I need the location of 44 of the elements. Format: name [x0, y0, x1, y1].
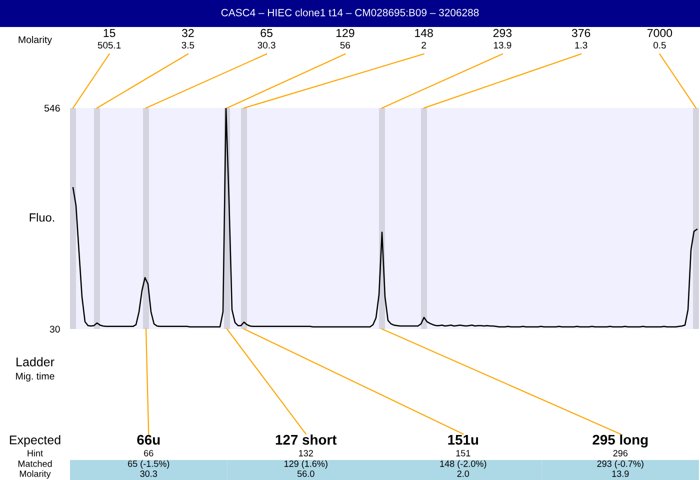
y-tick-label: 546: [44, 104, 60, 112]
text: 2: [422, 42, 426, 48]
text: 0.5: [653, 42, 666, 49]
text: 376: [572, 28, 590, 38]
text: Molarity: [20, 470, 51, 479]
text: 65: [260, 28, 272, 38]
text: 7000: [647, 28, 672, 38]
text: 151u: [448, 435, 478, 445]
text: Molarity: [18, 36, 52, 46]
text: Expected: [10, 435, 60, 447]
text: 3.5: [182, 42, 194, 49]
chart-title: CASC4 – HIEC clone1 t14 – CM028695:B09 – 3206288: [221, 8, 479, 16]
text: 15: [104, 29, 116, 38]
text: 66: [144, 450, 154, 456]
text: 32: [182, 28, 194, 38]
text: 13.9: [494, 42, 512, 49]
text: 148 (-2.0%): [440, 460, 486, 469]
text: Matched: [18, 460, 52, 467]
line-series: [72, 108, 698, 328]
text: 295 long: [592, 434, 648, 448]
text: 65 (-1.5%): [128, 460, 170, 469]
y-axis-title: Fluo.: [30, 212, 54, 222]
text: 293 (-0.7%): [597, 460, 644, 469]
text: 293: [493, 28, 512, 38]
text: 66u: [137, 434, 160, 445]
text: 148: [415, 28, 433, 38]
text: Hint: [28, 450, 43, 456]
text: 30.3: [140, 470, 158, 477]
text: 30.3: [258, 42, 276, 49]
text: 132: [299, 450, 313, 456]
text: 56.0: [297, 470, 314, 477]
text: 56: [340, 42, 350, 49]
text: Ladder: [16, 357, 54, 366]
text: 2.0: [457, 470, 470, 477]
text: 13.9: [612, 470, 629, 477]
text: 1.3: [575, 42, 588, 49]
text: 505.1: [98, 42, 121, 49]
y-tick-label: 30: [50, 326, 60, 333]
text: 151: [456, 450, 470, 456]
text: 127 short: [276, 434, 337, 445]
text: 129 (1.6%): [284, 460, 328, 469]
text: Mig. time: [16, 372, 54, 382]
text: 296: [613, 450, 628, 456]
text: 129: [336, 28, 354, 38]
